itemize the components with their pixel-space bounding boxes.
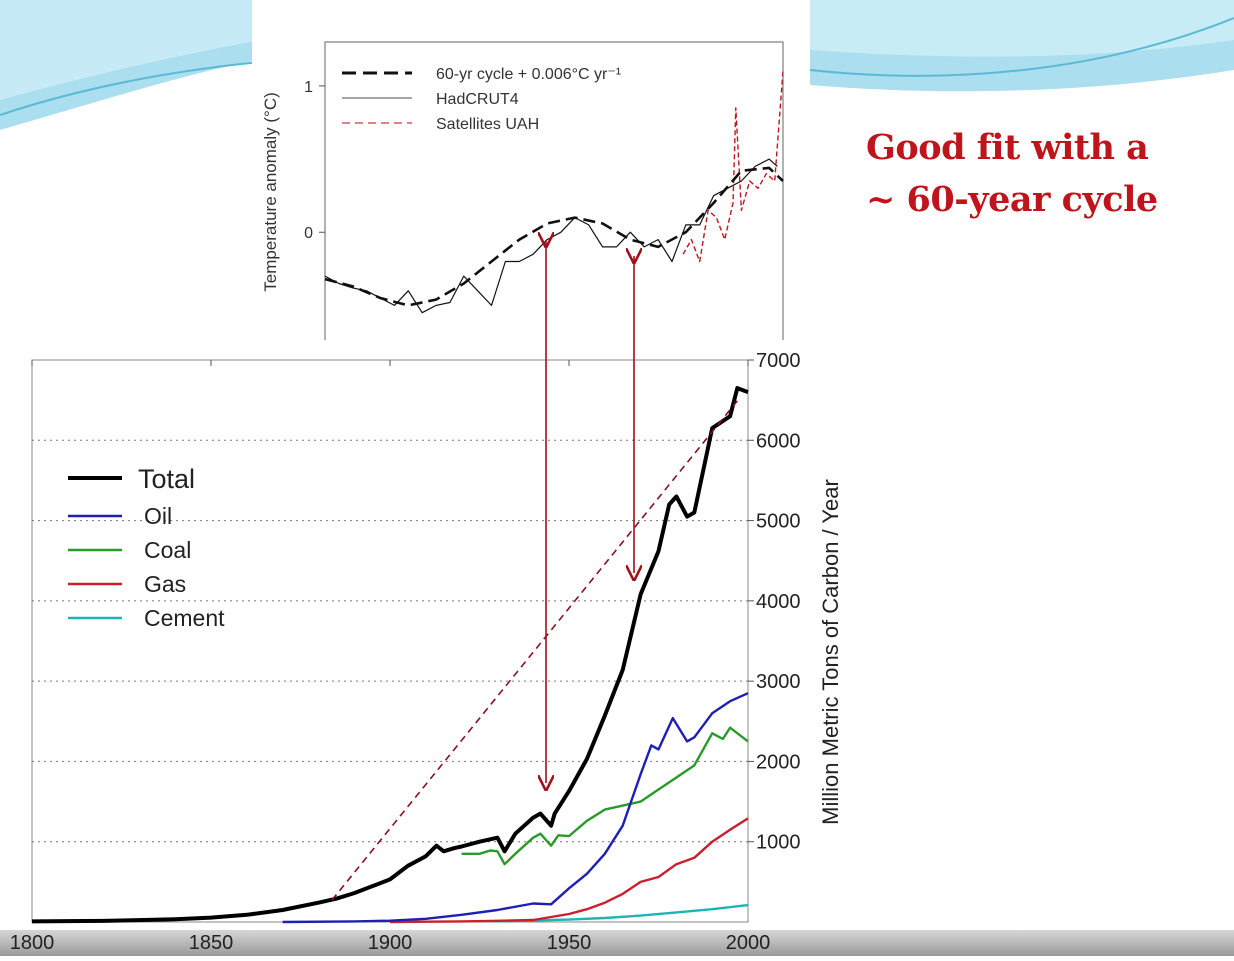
emissions-y-tick-label: 3000	[756, 671, 801, 693]
temperature-y-tick-label: 0	[304, 225, 313, 242]
legend-label-uah: Satellites UAH	[436, 116, 539, 133]
callout-line-2: ~ 60-year cycle	[866, 179, 1158, 220]
temperature-series-60-yr-cycle-0-006-c-yr	[324, 166, 784, 307]
temperature-y-tick-label: 1	[304, 79, 313, 96]
slide-bottom-bar	[0, 930, 1234, 956]
legend-label-oil: Oil	[144, 503, 172, 529]
emissions-chart-svg: 1000 2000 3000 4000 5000 6000 7000 Million Met…	[31, 350, 843, 924]
temperature-plot-frame	[324, 41, 784, 343]
callout-line-1: Good fit with a	[866, 127, 1149, 168]
emissions-y-tick-label: 5000	[756, 511, 801, 533]
temperature-chart-svg: Temperature anomaly (°C) 0 1 60-yr cycle …	[261, 41, 784, 343]
emissions-y-axis-label: Million Metric Tons of Carbon / Year	[818, 479, 843, 825]
legend-label-cycle: 60-yr cycle + 0.006°C yr⁻¹	[436, 66, 621, 83]
emissions-y-tick-label: 2000	[756, 751, 801, 773]
temperature-legend: 60-yr cycle + 0.006°C yr⁻¹ HadCRUT4 Sate…	[342, 66, 621, 133]
temperature-y-axis-label: Temperature anomaly (°C)	[261, 92, 280, 292]
legend-label-coal: Coal	[144, 537, 191, 563]
emissions-chart: 1000 2000 3000 4000 5000 6000 7000 Million Met…	[0, 340, 850, 956]
legend-label-hadcrut4: HadCRUT4	[436, 91, 519, 108]
temperature-series-hadcrut4	[324, 158, 778, 314]
x-axis-tick-labels: 1800 1850 1900 1950 2000	[10, 932, 771, 954]
emissions-x-tick-label: 2000	[726, 932, 771, 954]
emissions-x-tick-label: 1850	[189, 932, 234, 954]
legend-label-total: Total	[138, 464, 195, 494]
emissions-x-tick-label: 1950	[547, 932, 592, 954]
legend-label-gas: Gas	[144, 571, 186, 597]
callout-text: Good fit with a ~ 60-year cycle	[866, 122, 1226, 226]
temperature-chart: Temperature anomaly (°C) 0 1 60-yr cycle …	[252, 0, 810, 343]
legend-label-cement: Cement	[144, 605, 225, 631]
emissions-plot-frame	[31, 359, 749, 923]
emissions-series-cement	[497, 903, 749, 923]
temperature-series-satellites-uah	[682, 71, 784, 263]
emissions-y-tick-label: 7000	[756, 350, 801, 372]
emissions-x-tick-label: 1800	[10, 932, 55, 954]
emissions-legend: Total Oil Coal Gas Cement	[68, 464, 225, 631]
emissions-y-tick-label: 4000	[756, 591, 801, 613]
emissions-y-tick-label: 1000	[756, 832, 801, 854]
emissions-x-tick-label: 1900	[368, 932, 413, 954]
emissions-y-tick-label: 6000	[756, 430, 801, 452]
